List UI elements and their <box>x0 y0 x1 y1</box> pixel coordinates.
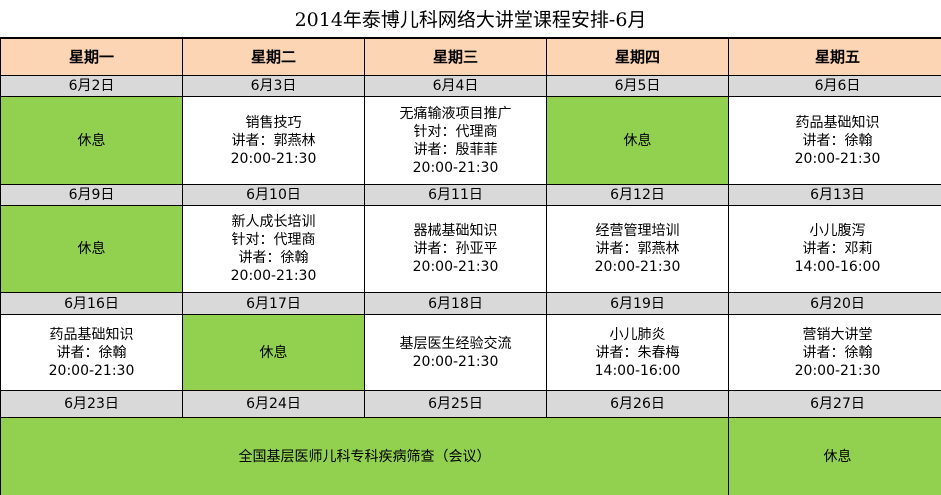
date-cell[interactable]: 6月9日 <box>0 184 183 206</box>
course-detail: 讲者：邓莉 <box>802 241 873 257</box>
course-detail: 讲者：徐翰 <box>56 344 127 361</box>
date-cell[interactable]: 6月6日 <box>728 75 941 97</box>
course-title: 新人成长培训 <box>231 214 316 230</box>
course-cell[interactable]: 新人成长培训 针对：代理商 讲者：徐翰 20:00-21:30 <box>182 205 365 293</box>
weekday-header[interactable]: 星期四 <box>546 38 729 76</box>
course-detail: 讲者：殷菲菲 <box>413 141 498 158</box>
course-detail: 20:00-21:30 <box>230 268 317 284</box>
date-cell[interactable]: 6月17日 <box>182 292 365 315</box>
course-title: 休息 <box>77 132 106 149</box>
course-title: 药品基础知识 <box>795 114 880 131</box>
course-detail: 针对：代理商 <box>413 123 498 140</box>
weekday-header[interactable]: 星期五 <box>728 38 941 76</box>
date-cell[interactable]: 6月20日 <box>728 292 941 315</box>
schedule-table: 星期一 星期二 星期三 星期四 星期五 6月2日 6月3日 6月4日 6月5日 6月6日 休息 销售技… <box>0 38 941 495</box>
course-detail: 14:00-16:00 <box>794 259 881 275</box>
rest-cell[interactable]: 休息 <box>728 417 941 495</box>
date-cell[interactable]: 6月3日 <box>182 75 365 97</box>
date-cell[interactable]: 6月23日 <box>0 390 183 418</box>
course-detail: 讲者：郭燕林 <box>595 241 680 257</box>
rest-cell[interactable]: 休息 <box>0 205 183 293</box>
rest-cell[interactable]: 休息 <box>0 96 183 185</box>
course-detail: 讲者：朱春梅 <box>595 344 680 361</box>
course-detail: 20:00-21:30 <box>412 353 499 370</box>
course-detail: 20:00-21:30 <box>230 150 317 167</box>
weekday-header[interactable]: 星期一 <box>0 38 183 76</box>
course-title: 小儿肺炎 <box>609 326 666 343</box>
course-row: 全国基层医师儿科专科疾病筛查（会议） 休息 <box>0 417 941 495</box>
course-detail: 20:00-21:30 <box>794 150 881 167</box>
course-title: 休息 <box>823 448 852 465</box>
course-detail: 20:00-21:30 <box>412 259 499 275</box>
course-cell[interactable]: 小儿肺炎 讲者：朱春梅 14:00-16:00 <box>546 314 729 391</box>
weekday-header[interactable]: 星期二 <box>182 38 365 76</box>
date-cell[interactable]: 6月5日 <box>546 75 729 97</box>
course-cell[interactable]: 基层医生经验交流 20:00-21:30 <box>364 314 547 391</box>
date-row: 6月2日 6月3日 6月4日 6月5日 6月6日 <box>0 75 941 97</box>
course-detail: 针对：代理商 <box>231 232 316 248</box>
weekday-header-row: 星期一 星期二 星期三 星期四 星期五 <box>0 38 941 76</box>
course-title: 销售技巧 <box>245 114 302 131</box>
course-cell[interactable]: 无痛输液项目推广 针对：代理商 讲者：殷菲菲 20:00-21:30 <box>364 96 547 185</box>
course-cell[interactable]: 销售技巧 讲者：郭燕林 20:00-21:30 <box>182 96 365 185</box>
date-cell[interactable]: 6月12日 <box>546 184 729 206</box>
course-detail: 14:00-16:00 <box>594 362 681 379</box>
rest-cell[interactable]: 休息 <box>546 96 729 185</box>
course-title: 营销大讲堂 <box>802 326 873 343</box>
course-detail: 讲者：徐翰 <box>238 250 309 266</box>
course-cell[interactable]: 营销大讲堂 讲者：徐翰 20:00-21:30 <box>728 314 941 391</box>
course-detail: 讲者：徐翰 <box>802 132 873 149</box>
course-row: 休息 新人成长培训 针对：代理商 讲者：徐翰 20:00-21:30 器械基础知识 讲者：孙… <box>0 205 941 293</box>
date-cell[interactable]: 6月18日 <box>364 292 547 315</box>
date-cell[interactable]: 6月13日 <box>728 184 941 206</box>
course-title: 小儿腹泻 <box>809 223 866 239</box>
date-cell[interactable]: 6月24日 <box>182 390 365 418</box>
date-cell[interactable]: 6月27日 <box>728 390 941 418</box>
course-detail: 讲者：孙亚平 <box>413 241 498 257</box>
course-detail: 讲者：徐翰 <box>802 344 873 361</box>
weekday-header[interactable]: 星期三 <box>364 38 547 76</box>
course-title: 休息 <box>623 132 652 149</box>
course-cell[interactable]: 药品基础知识 讲者：徐翰 20:00-21:30 <box>0 314 183 391</box>
course-title: 基层医生经验交流 <box>399 335 512 352</box>
rest-cell[interactable]: 全国基层医师儿科专科疾病筛查（会议） <box>0 417 729 495</box>
course-cell[interactable]: 药品基础知识 讲者：徐翰 20:00-21:30 <box>728 96 941 185</box>
course-title: 无痛输液项目推广 <box>399 105 512 122</box>
date-cell[interactable]: 6月4日 <box>364 75 547 97</box>
date-row: 6月16日 6月17日 6月18日 6月19日 6月20日 <box>0 292 941 315</box>
course-row: 药品基础知识 讲者：徐翰 20:00-21:30 休息 基层医生经验交流 20:00-21… <box>0 314 941 391</box>
date-cell[interactable]: 6月16日 <box>0 292 183 315</box>
date-cell[interactable]: 6月11日 <box>364 184 547 206</box>
date-cell[interactable]: 6月19日 <box>546 292 729 315</box>
page-title: 2014年泰博儿科网络大讲堂课程安排-6月 <box>0 0 941 38</box>
date-cell[interactable]: 6月25日 <box>364 390 547 418</box>
course-title: 全国基层医师儿科专科疾病筛查（会议） <box>238 448 491 465</box>
course-title: 休息 <box>77 241 106 257</box>
date-cell[interactable]: 6月2日 <box>0 75 183 97</box>
date-row: 6月9日 6月10日 6月11日 6月12日 6月13日 <box>0 184 941 206</box>
course-title: 休息 <box>259 344 288 361</box>
course-detail: 20:00-21:30 <box>794 362 881 379</box>
course-title: 药品基础知识 <box>49 326 134 343</box>
course-cell[interactable]: 小儿腹泻讲者：邓莉 14:00-16:00 <box>728 205 941 293</box>
date-cell[interactable]: 6月26日 <box>546 390 729 418</box>
course-detail: 20:00-21:30 <box>594 259 681 275</box>
course-cell[interactable]: 器械基础知识 讲者：孙亚平 20:00-21:30 <box>364 205 547 293</box>
date-cell[interactable]: 6月10日 <box>182 184 365 206</box>
course-detail: 讲者：郭燕林 <box>231 132 316 149</box>
course-detail: 20:00-21:30 <box>48 362 135 379</box>
course-title: 器械基础知识 <box>413 223 498 239</box>
course-title: 经营管理培训 <box>595 223 680 239</box>
date-row: 6月23日 6月24日 6月25日 6月26日 6月27日 <box>0 390 941 418</box>
rest-cell[interactable]: 休息 <box>182 314 365 391</box>
course-detail: 20:00-21:30 <box>412 159 499 176</box>
course-cell[interactable]: 经营管理培训 讲者：郭燕林 20:00-21:30 <box>546 205 729 293</box>
course-row: 休息 销售技巧 讲者：郭燕林 20:00-21:30 无痛输液项目推广 针对：代理商 讲者：… <box>0 96 941 185</box>
